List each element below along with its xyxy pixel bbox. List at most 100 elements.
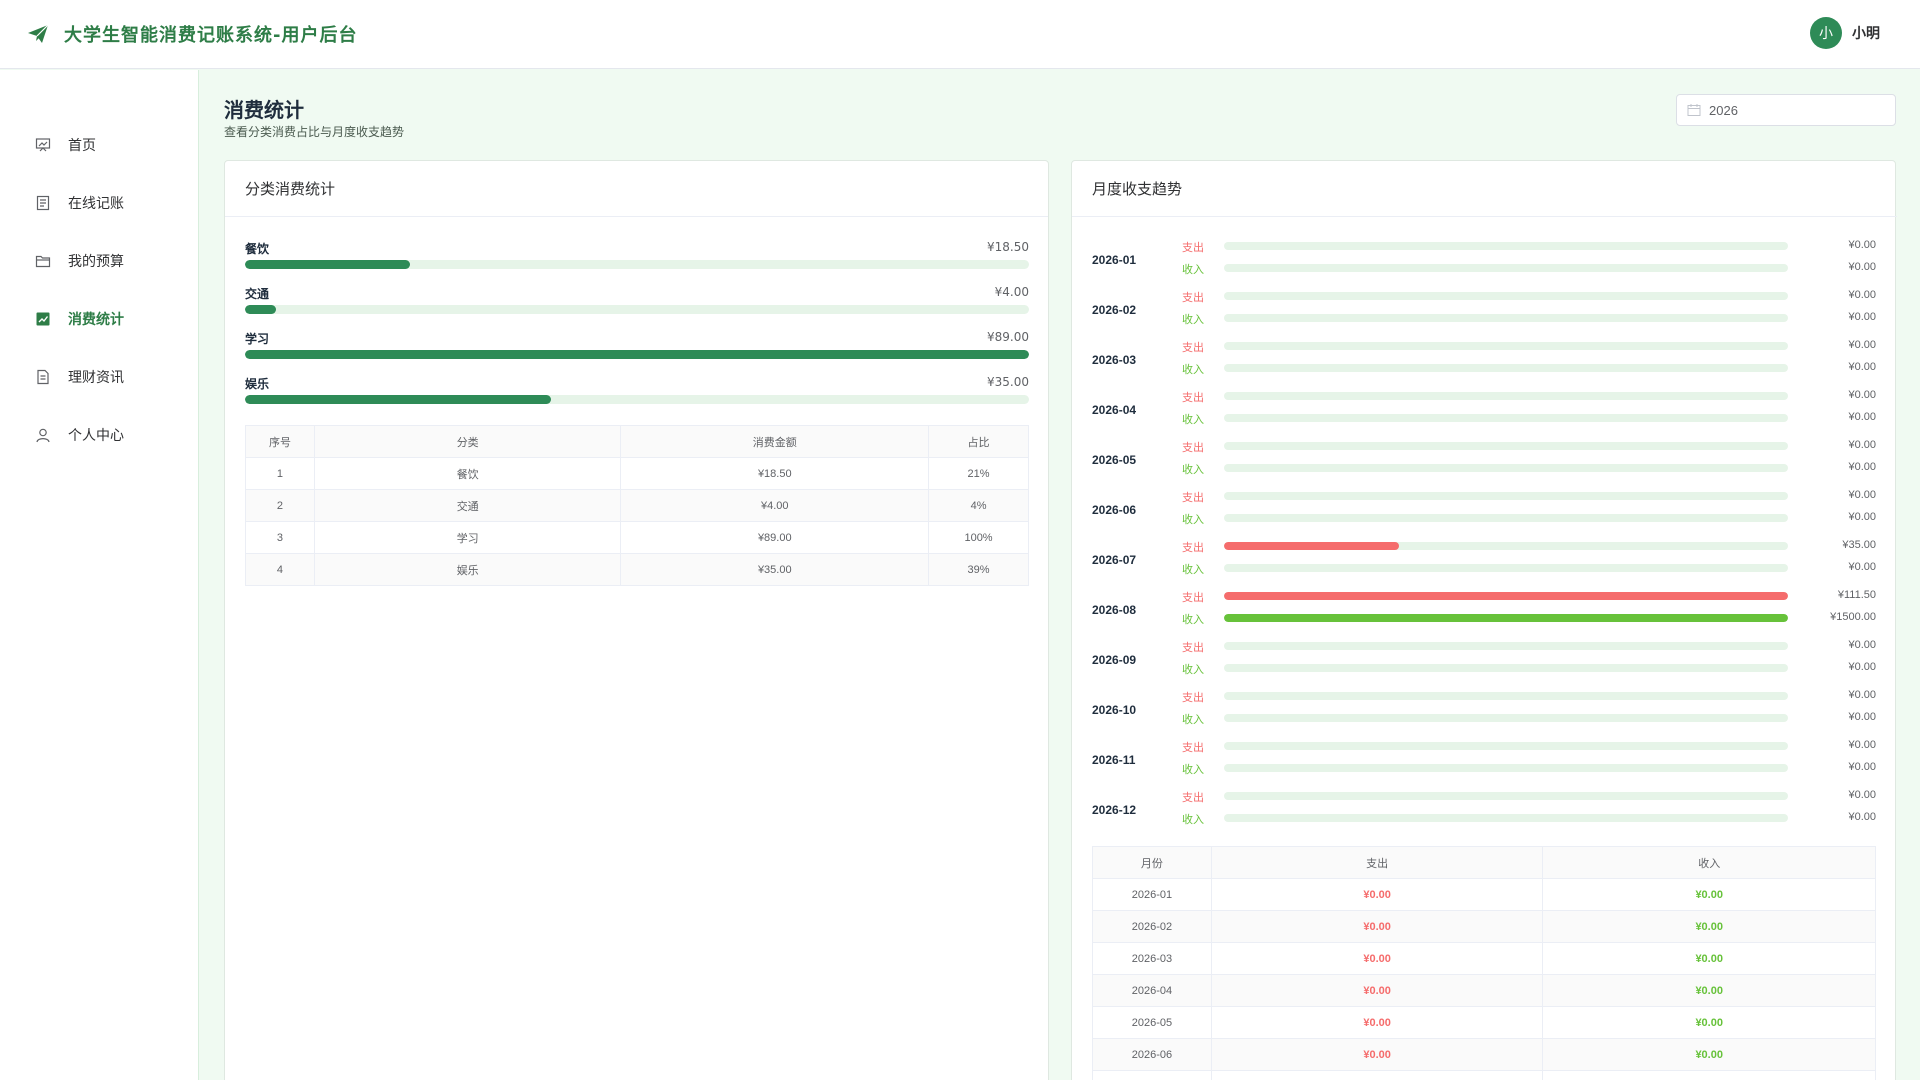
month-label: 2026-12 (1092, 803, 1137, 817)
card-body: 月度收支趋势 2026-01 支出 ¥0.00 收入 ¥0.00 2026-02 支出 ¥0.… (1072, 161, 1897, 1080)
month-trend-row: 2026-12 支出 ¥0.00 收入 ¥0.00 (1092, 789, 1876, 833)
income-track (1224, 664, 1788, 672)
income-line: 收入 ¥0.00 (1182, 411, 1876, 426)
income-track (1224, 614, 1788, 622)
expense-track (1224, 392, 1788, 400)
income-line: 收入 ¥0.00 (1182, 361, 1876, 376)
table-row: 2026-02 ¥0.00 ¥0.00 (1092, 910, 1876, 943)
expense-tag: 支出 (1182, 741, 1204, 754)
card-title: 月度收支趋势 (1072, 161, 1897, 217)
table-row: 2026-03 ¥0.00 ¥0.00 (1092, 942, 1876, 975)
expense-line: 支出 ¥0.00 (1182, 439, 1876, 454)
expense-line: 支出 ¥0.00 (1182, 639, 1876, 654)
income-line: 收入 ¥0.00 (1182, 261, 1876, 276)
income-tag: 收入 (1182, 413, 1204, 426)
folder-icon (34, 252, 52, 270)
table-cell: ¥0.00 (1542, 942, 1876, 975)
income-value: ¥0.00 (1848, 761, 1876, 773)
month-trend-row: 2026-08 支出 ¥111.50 收入 ¥1500.00 (1092, 589, 1876, 633)
table-cell: ¥0.00 (1210, 878, 1544, 911)
category-name: 交通 (245, 287, 270, 301)
sidebar-item-bookkeeping[interactable]: 在线记账 (0, 174, 198, 232)
table-cell: ¥0.00 (1542, 1070, 1876, 1080)
income-track (1224, 414, 1788, 422)
table-cell: 100% (928, 521, 1029, 554)
table-row: 2026-05 ¥0.00 ¥0.00 (1092, 1006, 1876, 1039)
category-bar-row: 餐饮 ¥18.50 (245, 240, 1029, 280)
expense-track (1224, 742, 1788, 750)
table-header: 消费金额 (620, 425, 930, 458)
month-label: 2026-04 (1092, 403, 1137, 417)
income-tag: 收入 (1182, 763, 1204, 776)
month-label: 2026-10 (1092, 703, 1137, 717)
month-label: 2026-07 (1092, 553, 1137, 567)
table-cell: 2026-01 (1092, 878, 1212, 911)
table-row: 2026-04 ¥0.00 ¥0.00 (1092, 974, 1876, 1007)
expense-tag: 支出 (1182, 391, 1204, 404)
expense-line: 支出 ¥0.00 (1182, 489, 1876, 504)
expense-value: ¥0.00 (1848, 689, 1876, 701)
table-cell: 2026-04 (1092, 974, 1212, 1007)
month-trend-row: 2026-01 支出 ¥0.00 收入 ¥0.00 (1092, 239, 1876, 283)
table-row: 2026-06 ¥0.00 ¥0.00 (1092, 1038, 1876, 1071)
income-line: 收入 ¥0.00 (1182, 561, 1876, 576)
month-trend-row: 2026-03 支出 ¥0.00 收入 ¥0.00 (1092, 339, 1876, 383)
month-label: 2026-06 (1092, 503, 1137, 517)
income-value: ¥0.00 (1848, 661, 1876, 673)
category-name: 餐饮 (245, 242, 270, 256)
year-picker[interactable] (1676, 94, 1896, 126)
table-cell: 2026-07 (1092, 1070, 1212, 1080)
table-row: 4 娱乐 ¥35.00 39% (245, 553, 1029, 586)
income-line: 收入 ¥0.00 (1182, 461, 1876, 476)
table-header: 分类 (313, 425, 622, 458)
expense-value: ¥0.00 (1848, 739, 1876, 751)
month-trend-row: 2026-05 支出 ¥0.00 收入 ¥0.00 (1092, 439, 1876, 483)
month-label: 2026-09 (1092, 653, 1137, 667)
month-trend-row: 2026-04 支出 ¥0.00 收入 ¥0.00 (1092, 389, 1876, 433)
expense-tag: 支出 (1182, 691, 1204, 704)
chart-icon (34, 310, 52, 328)
expense-line: 支出 ¥35.00 (1182, 539, 1876, 554)
income-value: ¥0.00 (1848, 361, 1876, 373)
income-value: ¥0.00 (1848, 461, 1876, 473)
progress-track (245, 305, 1029, 314)
category-table: 序号 分类 消费金额 占比 1 餐饮 ¥18.50 21% 2 交通 ¥4.00 (245, 425, 1029, 586)
user-name[interactable]: 小明 (1852, 26, 1880, 42)
table-cell: ¥0.00 (1210, 910, 1544, 943)
income-tag: 收入 (1182, 613, 1204, 626)
avatar[interactable]: 小 (1810, 17, 1842, 49)
sidebar-item-profile[interactable]: 个人中心 (0, 406, 198, 464)
expense-value: ¥0.00 (1848, 789, 1876, 801)
expense-track (1224, 592, 1788, 600)
user-menu[interactable]: 小 小明 (1810, 17, 1880, 49)
income-track (1224, 764, 1788, 772)
table-cell: 2026-03 (1092, 942, 1212, 975)
table-cell: ¥0.00 (1542, 1038, 1876, 1071)
sidebar-item-statistics[interactable]: 消费统计 (0, 290, 198, 348)
monthly-table-body: 2026-01 ¥0.00 ¥0.00 2026-02 ¥0.00 ¥0.00 2026-0… (1092, 878, 1876, 1080)
sidebar-item-budget[interactable]: 我的预算 (0, 232, 198, 290)
progress-fill (245, 260, 410, 269)
sidebar-item-finance-news[interactable]: 理财资讯 (0, 348, 198, 406)
table-cell: ¥0.00 (1210, 974, 1544, 1007)
table-cell: ¥0.00 (1542, 974, 1876, 1007)
income-value: ¥0.00 (1848, 411, 1876, 423)
income-line: 收入 ¥1500.00 (1182, 611, 1876, 626)
table-cell: ¥0.00 (1210, 1006, 1544, 1039)
table-header: 占比 (928, 425, 1029, 458)
expense-track (1224, 792, 1788, 800)
expense-line: 支出 ¥0.00 (1182, 289, 1876, 304)
file-icon (34, 368, 52, 386)
expense-line: 支出 ¥0.00 (1182, 389, 1876, 404)
income-tag: 收入 (1182, 663, 1204, 676)
income-tag: 收入 (1182, 513, 1204, 526)
income-line: 收入 ¥0.00 (1182, 511, 1876, 526)
table-cell: 交通 (313, 489, 622, 522)
table-cell: 39% (928, 553, 1029, 586)
expense-track (1224, 242, 1788, 250)
table-header: 支出 (1210, 846, 1544, 879)
expense-line: 支出 ¥0.00 (1182, 339, 1876, 354)
sidebar-item-home[interactable]: 首页 (0, 116, 198, 174)
year-input[interactable] (1709, 102, 1889, 118)
category-name: 学习 (245, 332, 270, 346)
